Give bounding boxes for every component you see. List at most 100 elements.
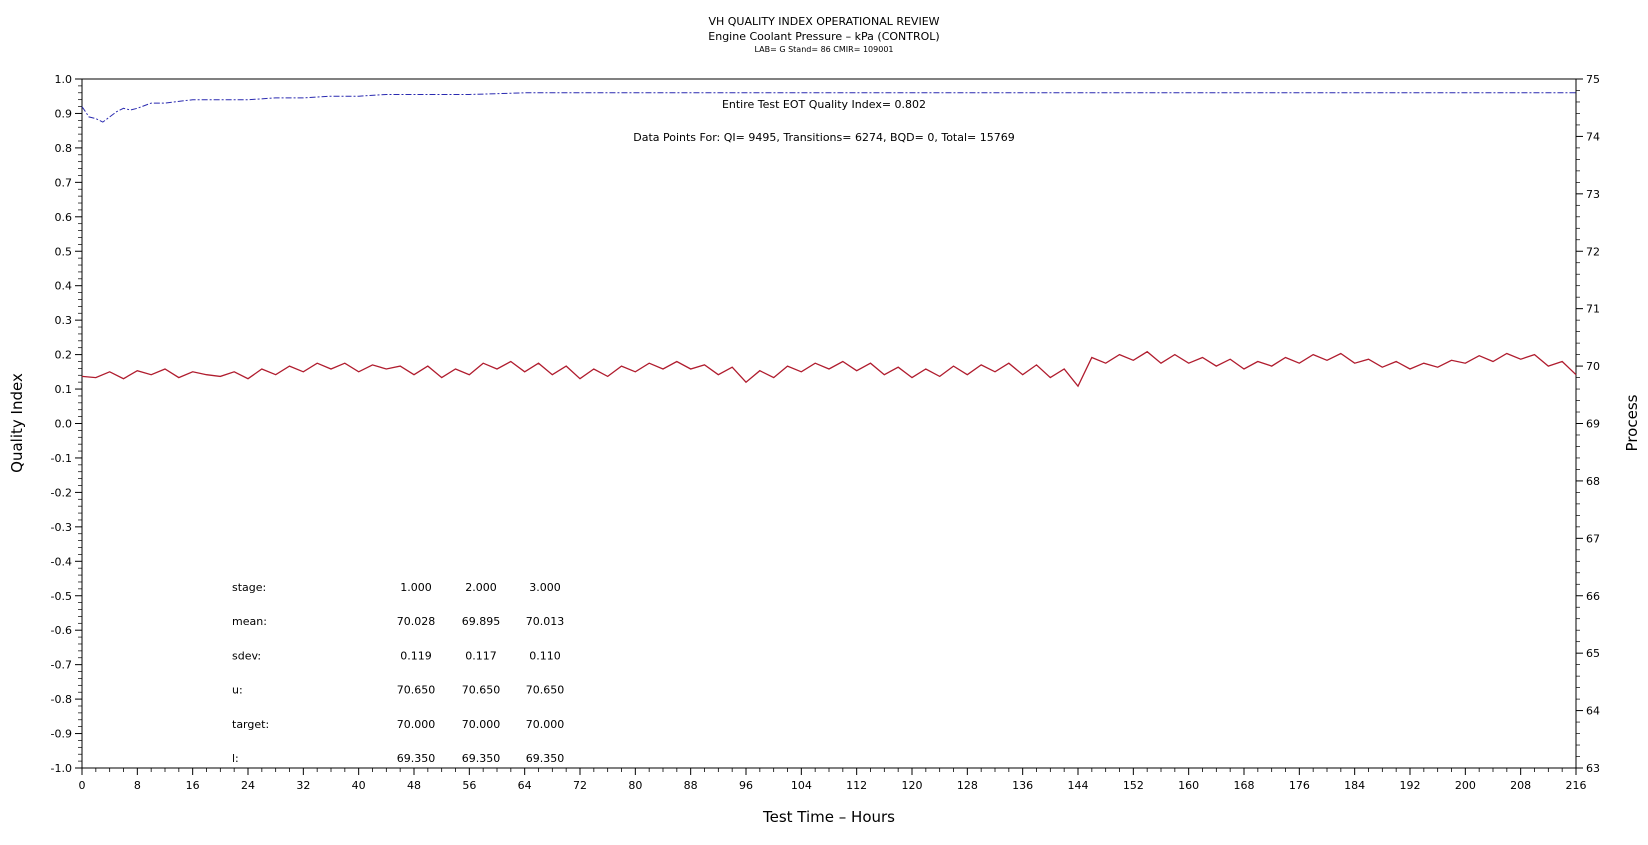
stats-cell: 69.350 (526, 752, 565, 765)
stats-cell: 70.013 (526, 615, 565, 628)
stats-cell: 69.895 (462, 615, 501, 628)
y-right-tick-label: 69 (1586, 418, 1600, 431)
y-right-tick-label: 75 (1586, 73, 1600, 86)
stats-cell: 0.119 (400, 649, 432, 662)
y-left-tick-label: 1.0 (55, 73, 73, 86)
y-right-tick-label: 73 (1586, 188, 1600, 201)
stats-cell: 3.000 (529, 581, 561, 594)
y-right-tick-label: 71 (1586, 303, 1600, 316)
x-tick-label: 16 (186, 779, 200, 792)
x-tick-label: 144 (1068, 779, 1089, 792)
y-left-tick-label: -0.1 (51, 452, 72, 465)
x-tick-label: 32 (296, 779, 310, 792)
stats-cell: 0.117 (465, 649, 497, 662)
x-tick-label: 128 (957, 779, 978, 792)
y-left-tick-label: 0.2 (55, 349, 73, 362)
x-tick-label: 8 (134, 779, 141, 792)
y-right-tick-label: 67 (1586, 532, 1600, 545)
x-tick-label: 112 (846, 779, 867, 792)
y-right-tick-label: 64 (1586, 705, 1600, 718)
series-line-0 (81, 92, 1576, 123)
stats-cell: 70.000 (397, 718, 436, 731)
stats-row-label: stage: (232, 581, 266, 594)
y-left-tick-label: -0.9 (51, 728, 72, 741)
chart-info-line: LAB= G Stand= 86 CMIR= 109001 (754, 45, 893, 54)
x-tick-label: 152 (1123, 779, 1144, 792)
y-left-tick-label: -0.6 (51, 624, 72, 637)
axis-ticks (75, 78, 1583, 775)
x-tick-label: 48 (407, 779, 421, 792)
x-tick-label: 184 (1344, 779, 1365, 792)
stats-cell: 69.350 (397, 752, 436, 765)
y-left-tick-label: -0.7 (51, 659, 72, 672)
stats-cell: 70.000 (462, 718, 501, 731)
y-left-tick-label: 0.5 (55, 245, 73, 258)
stats-cell: 70.028 (397, 615, 436, 628)
stats-cell: 70.000 (526, 718, 565, 731)
x-tick-label: 136 (1012, 779, 1033, 792)
y-left-tick-label: 0.4 (55, 280, 73, 293)
y-right-tick-label: 66 (1586, 590, 1600, 603)
x-axis-label: Test Time – Hours (762, 808, 895, 826)
y-left-tick-label: -0.2 (51, 486, 72, 499)
x-tick-label: 168 (1234, 779, 1255, 792)
stats-row-label: u: (232, 684, 243, 697)
x-tick-label: 96 (739, 779, 753, 792)
stats-row-label: target: (232, 718, 269, 731)
x-tick-label: 0 (79, 779, 86, 792)
stats-cell: 0.110 (529, 649, 561, 662)
chart-title: VH QUALITY INDEX OPERATIONAL REVIEW (708, 15, 939, 28)
y-right-tick-label: 65 (1586, 647, 1600, 660)
y-left-tick-label: 0.0 (55, 418, 73, 431)
stats-cell: 2.000 (465, 581, 497, 594)
y-left-tick-label: 0.3 (55, 314, 73, 327)
y-right-tick-label: 63 (1586, 762, 1600, 775)
stats-cell: 1.000 (400, 581, 432, 594)
y-right-axis-label: Process (1623, 394, 1641, 451)
x-tick-label: 88 (684, 779, 698, 792)
tick-labels: 0 8 16 24 32 40 48 56 64 72 80 88 96 104 112 120 128 136 1… (51, 73, 1600, 792)
x-tick-label: 24 (241, 779, 255, 792)
y-left-tick-label: 0.7 (55, 176, 73, 189)
y-right-tick-label: 74 (1586, 130, 1600, 143)
chart-subtitle: Engine Coolant Pressure – kPa (CONTROL) (708, 30, 939, 43)
x-tick-label: 192 (1400, 779, 1421, 792)
x-tick-label: 208 (1510, 779, 1531, 792)
stats-cell: 70.650 (397, 684, 436, 697)
y-left-tick-label: -0.3 (51, 521, 72, 534)
plot-frame (81, 78, 1577, 769)
y-left-tick-label: -1.0 (51, 762, 72, 775)
y-left-tick-label: 0.1 (55, 383, 73, 396)
x-tick-label: 80 (628, 779, 642, 792)
chart-titles: VH QUALITY INDEX OPERATIONAL REVIEW Engi… (708, 15, 939, 54)
y-left-tick-label: -0.5 (51, 590, 72, 603)
stats-row-label: l: (232, 752, 239, 765)
y-left-axis-label: Quality Index (8, 373, 26, 473)
qi-annotation: Entire Test EOT Quality Index= 0.802 (722, 98, 926, 111)
y-left-tick-label: -0.4 (51, 555, 72, 568)
y-right-tick-label: 68 (1586, 475, 1600, 488)
stats-cell: 70.650 (526, 684, 565, 697)
series-layer (81, 92, 1577, 388)
x-tick-label: 200 (1455, 779, 1476, 792)
x-tick-label: 72 (573, 779, 587, 792)
stats-cell: 70.650 (462, 684, 501, 697)
y-left-tick-label: -0.8 (51, 693, 72, 706)
x-tick-label: 160 (1178, 779, 1199, 792)
y-left-tick-label: 0.8 (55, 142, 73, 155)
x-tick-label: 56 (462, 779, 476, 792)
series-line-1 (81, 350, 1577, 388)
x-tick-label: 216 (1566, 779, 1587, 792)
y-left-tick-label: 0.6 (55, 211, 73, 224)
x-tick-label: 104 (791, 779, 812, 792)
y-right-tick-label: 72 (1586, 245, 1600, 258)
stats-table: stage: 1.000 2.000 3.000 mean: 70.028 69.895 70… (232, 581, 564, 765)
stats-row-label: sdev: (232, 649, 261, 662)
stats-cell: 69.350 (462, 752, 501, 765)
x-tick-label: 176 (1289, 779, 1310, 792)
stats-row-label: mean: (232, 615, 267, 628)
y-right-tick-label: 70 (1586, 360, 1600, 373)
y-left-tick-label: 0.9 (55, 107, 73, 120)
data-points-annotation: Data Points For: QI= 9495, Transitions= … (633, 131, 1015, 144)
